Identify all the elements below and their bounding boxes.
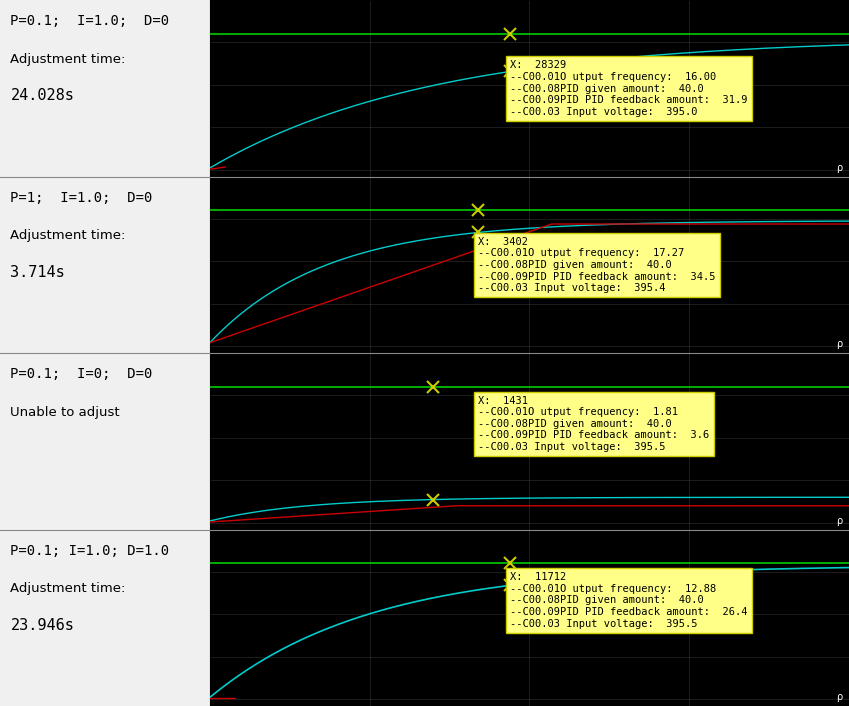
Text: P=0.1; I=1.0; D=1.0: P=0.1; I=1.0; D=1.0 — [10, 544, 170, 558]
Text: Unable to adjust: Unable to adjust — [10, 406, 120, 419]
Text: X:  3402
--C00.01O utput frequency:  17.27
--C00.08PID given amount:  40.0
--C00: X: 3402 --C00.01O utput frequency: 17.27… — [478, 237, 716, 293]
Text: P=0.1;  I=0;  D=0: P=0.1; I=0; D=0 — [10, 367, 153, 381]
Text: P=0.1;  I=1.0;  D=0: P=0.1; I=1.0; D=0 — [10, 14, 170, 28]
Text: ρ: ρ — [836, 516, 842, 526]
Text: 23.946s: 23.946s — [10, 618, 75, 633]
Text: Adjustment time:: Adjustment time: — [10, 229, 126, 242]
Text: ρ: ρ — [836, 693, 842, 702]
Text: P=1;  I=1.0;  D=0: P=1; I=1.0; D=0 — [10, 191, 153, 205]
Text: X:  11712
--C00.01O utput frequency:  12.88
--C00.08PID given amount:  40.0
--C0: X: 11712 --C00.01O utput frequency: 12.8… — [510, 572, 748, 628]
Text: X:  28329
--C00.01O utput frequency:  16.00
--C00.08PID given amount:  40.0
--C0: X: 28329 --C00.01O utput frequency: 16.0… — [510, 60, 748, 116]
Text: X:  1431
--C00.01O utput frequency:  1.81
--C00.08PID given amount:  40.0
--C00.: X: 1431 --C00.01O utput frequency: 1.81 … — [478, 395, 710, 452]
Text: 3.714s: 3.714s — [10, 265, 65, 280]
Text: ρ: ρ — [836, 163, 842, 173]
Text: Adjustment time:: Adjustment time: — [10, 582, 126, 595]
Text: ρ: ρ — [836, 340, 842, 349]
Text: 24.028s: 24.028s — [10, 88, 75, 103]
Text: Adjustment time:: Adjustment time: — [10, 53, 126, 66]
